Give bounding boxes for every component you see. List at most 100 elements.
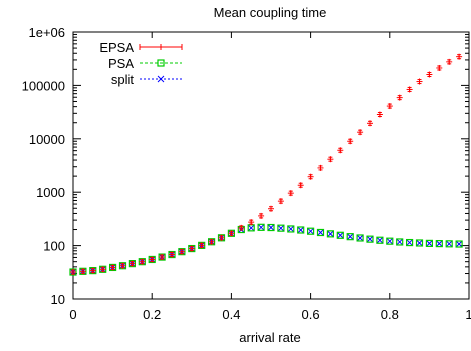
data-point-epsa (337, 147, 344, 154)
data-point-epsa (139, 258, 146, 265)
data-point-epsa (99, 266, 106, 273)
data-point-psa (445, 240, 453, 248)
data-point-epsa (277, 198, 284, 205)
data-point-split (376, 236, 384, 244)
legend-label-epsa: EPSA (99, 40, 134, 55)
data-point-epsa (416, 78, 423, 85)
data-point-split (396, 238, 404, 246)
data-point-psa (297, 226, 305, 234)
data-point-epsa (198, 242, 205, 249)
data-point-split (346, 233, 354, 241)
data-point-epsa (426, 71, 433, 78)
y-tick-label: 100 (43, 239, 65, 254)
data-point-psa (257, 223, 265, 231)
data-point-epsa (258, 212, 265, 219)
data-point-psa (406, 238, 414, 247)
data-point-epsa (119, 262, 126, 269)
plot-frame (72, 31, 470, 300)
data-point-split (455, 240, 463, 248)
data-point-epsa (208, 238, 215, 245)
data-point-psa (415, 239, 424, 247)
data-point-split (416, 239, 423, 247)
x-tick-label: 1 (465, 307, 471, 322)
series-split (69, 223, 463, 276)
x-tick-label: 0.2 (143, 307, 161, 322)
data-point-split (307, 227, 314, 235)
data-point-epsa (317, 164, 324, 171)
data-point-split (386, 237, 394, 245)
y-tick-label: 100000 (22, 78, 65, 93)
data-point-epsa (178, 248, 185, 255)
data-point-epsa (129, 260, 136, 267)
data-point-epsa (456, 53, 463, 60)
data-point-psa (376, 236, 384, 244)
data-point-psa (267, 223, 275, 232)
y-tick-label: 10000 (29, 132, 65, 147)
data-point-epsa (248, 219, 255, 226)
series-psa (69, 223, 463, 276)
data-point-epsa (347, 138, 354, 145)
data-point-epsa (307, 173, 314, 180)
data-point-epsa (436, 64, 443, 71)
x-tick-label: 0.8 (381, 307, 399, 322)
data-point-epsa (376, 111, 383, 118)
x-tick-label: 0.6 (302, 307, 320, 322)
x-tick-label: 0 (69, 307, 76, 322)
data-point-epsa (327, 156, 334, 163)
legend-marker-split (157, 75, 165, 83)
data-point-epsa (287, 190, 294, 197)
data-point-psa (316, 228, 325, 237)
data-point-psa (277, 224, 285, 232)
data-point-split (297, 226, 305, 234)
legend-marker-psa (157, 59, 165, 67)
data-point-split (435, 240, 443, 247)
x-axis-label: arrival rate (239, 330, 300, 345)
data-point-epsa (228, 230, 235, 237)
data-point-epsa (238, 224, 245, 231)
data-point-epsa (297, 182, 304, 189)
data-point-psa (366, 235, 374, 243)
data-point-psa (435, 240, 443, 248)
data-point-epsa (386, 103, 393, 110)
series-epsa (70, 53, 463, 276)
data-point-epsa (79, 268, 86, 275)
data-point-epsa (218, 234, 225, 241)
data-point-psa (386, 237, 394, 245)
data-point-epsa (268, 205, 274, 212)
data-point-epsa (396, 94, 403, 101)
data-point-epsa (357, 129, 364, 136)
data-point-psa (425, 239, 433, 247)
data-point-psa (307, 227, 315, 235)
data-point-epsa (89, 267, 96, 274)
legend-marker-epsa (158, 44, 164, 50)
data-point-epsa (367, 120, 373, 127)
data-point-psa (346, 233, 354, 241)
data-point-split (426, 240, 433, 247)
data-point-psa (396, 238, 404, 246)
data-point-split (277, 224, 285, 232)
data-point-psa (336, 231, 344, 239)
x-tick-label: 0.4 (222, 307, 240, 322)
data-point-epsa (109, 264, 116, 271)
y-tick-label: 10 (51, 292, 65, 307)
data-point-split (406, 239, 413, 246)
data-point-split (317, 229, 324, 236)
data-point-split (287, 225, 295, 233)
data-point-split (356, 234, 364, 242)
data-point-split (247, 224, 255, 232)
data-point-psa (356, 234, 364, 242)
y-tick-label: 1000 (36, 185, 65, 200)
data-point-epsa (406, 86, 413, 93)
data-point-epsa (159, 254, 166, 261)
data-point-epsa (188, 245, 195, 252)
data-point-psa (326, 230, 334, 238)
data-point-split (267, 224, 275, 231)
legend-label-psa: PSA (108, 56, 134, 71)
data-point-split (257, 223, 265, 231)
legend-label-split: split (111, 72, 135, 87)
data-point-epsa (169, 251, 175, 258)
chart-title: Mean coupling time (214, 5, 327, 20)
data-point-epsa (70, 269, 76, 276)
